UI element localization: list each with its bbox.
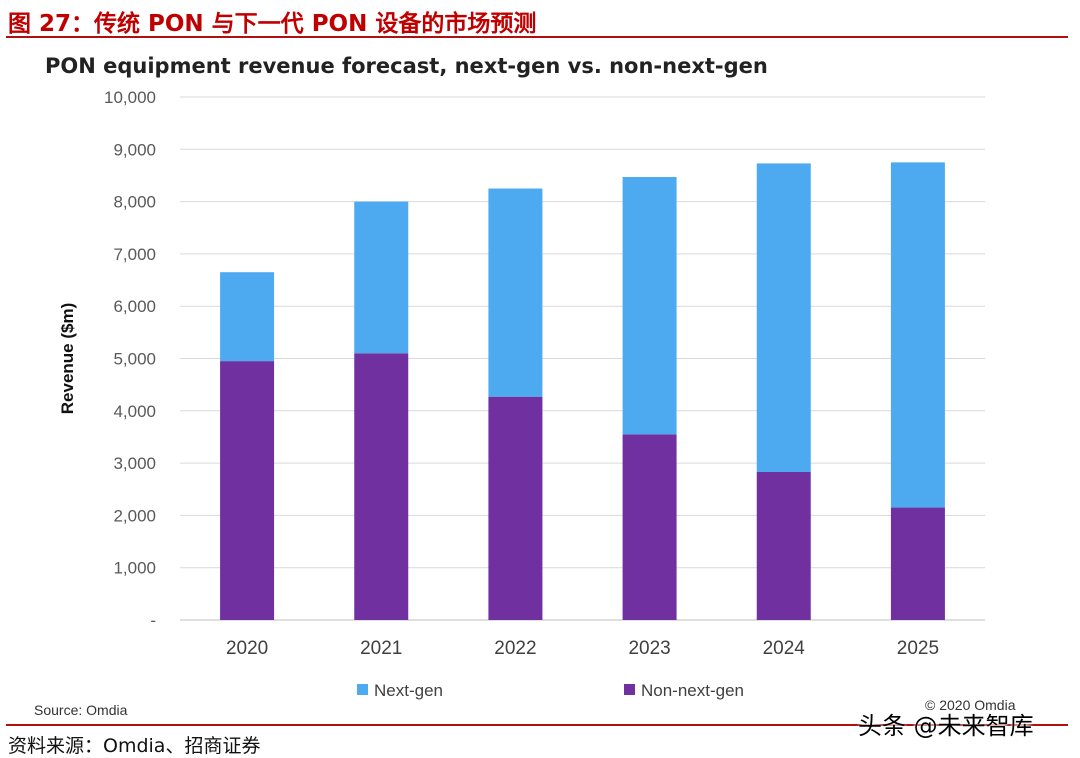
legend-label: Next-gen bbox=[374, 681, 443, 700]
bar-non-next-gen bbox=[488, 396, 543, 620]
y-tick-label: 10,000 bbox=[104, 88, 156, 107]
legend-swatch bbox=[357, 684, 368, 695]
bar-non-next-gen bbox=[220, 361, 275, 620]
bar-next-gen bbox=[756, 163, 811, 472]
y-tick-label: 3,000 bbox=[113, 454, 156, 473]
bar-next-gen bbox=[354, 201, 409, 354]
chart-source: Source: Omdia bbox=[34, 702, 128, 718]
bar-non-next-gen bbox=[756, 471, 811, 620]
y-tick-label: 9,000 bbox=[113, 140, 156, 159]
y-tick-label: 6,000 bbox=[113, 297, 156, 316]
y-tick-label: 2,000 bbox=[113, 506, 156, 525]
bar-next-gen bbox=[220, 272, 275, 362]
x-tick-label: 2021 bbox=[360, 638, 402, 659]
legend-label: Non-next-gen bbox=[641, 681, 744, 700]
x-tick-label: 2025 bbox=[897, 638, 939, 659]
y-axis-label: Revenue ($m) bbox=[58, 303, 77, 414]
chart-title: PON equipment revenue forecast, next-gen… bbox=[45, 54, 768, 78]
x-tick-label: 2023 bbox=[628, 638, 670, 659]
x-tick-label: 2024 bbox=[763, 638, 806, 659]
bar-non-next-gen bbox=[354, 353, 409, 620]
y-tick-label: 1,000 bbox=[113, 559, 156, 578]
watermark-text: 头条 @未来智库 bbox=[858, 712, 1034, 740]
y-tick-label: 8,000 bbox=[113, 193, 156, 212]
bar-non-next-gen bbox=[622, 434, 677, 620]
figure-header: 图 27：传统 PON 与下一代 PON 设备的市场预测 bbox=[8, 11, 537, 37]
y-tick-label: - bbox=[150, 611, 156, 630]
figure-caption: 资料来源：Omdia、招商证券 bbox=[8, 735, 261, 757]
x-tick-label: 2020 bbox=[226, 638, 268, 659]
bar-non-next-gen bbox=[890, 507, 945, 620]
bar-next-gen bbox=[890, 162, 945, 508]
y-tick-label: 4,000 bbox=[113, 402, 156, 421]
header-rule bbox=[6, 36, 1068, 38]
y-tick-label: 7,000 bbox=[113, 245, 156, 264]
bar-next-gen bbox=[622, 177, 677, 435]
footer-rule bbox=[6, 724, 1068, 726]
bar-next-gen bbox=[488, 188, 543, 397]
legend-swatch bbox=[624, 684, 635, 695]
y-tick-label: 5,000 bbox=[113, 350, 156, 369]
chart-copyright: © 2020 Omdia bbox=[925, 697, 1016, 713]
x-tick-label: 2022 bbox=[494, 638, 536, 659]
